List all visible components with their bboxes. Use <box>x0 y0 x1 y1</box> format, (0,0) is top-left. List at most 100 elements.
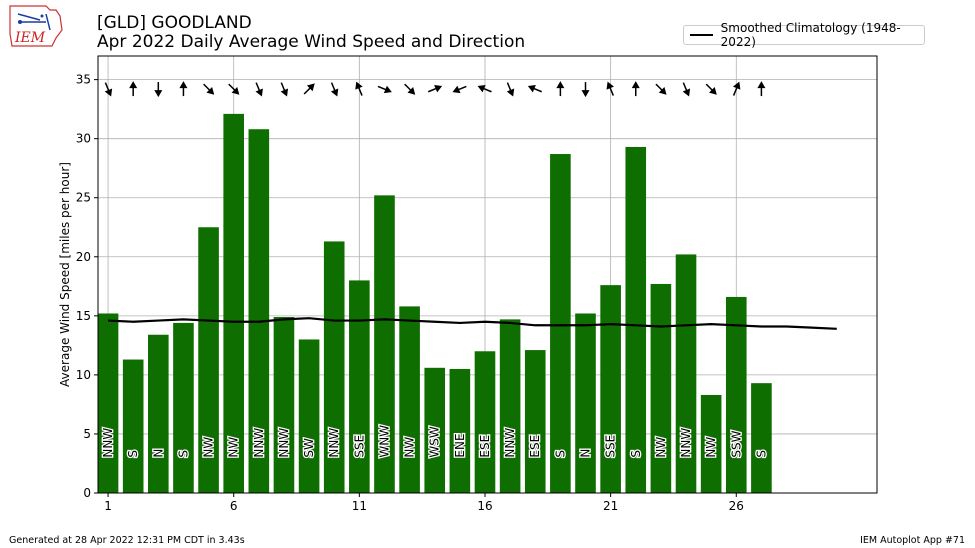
wind-arrow-head <box>355 81 363 90</box>
bar <box>198 227 219 493</box>
direction-label: NW <box>654 437 668 458</box>
wind-arrow-head <box>477 84 486 93</box>
bar <box>122 359 144 493</box>
wind-arrow-head <box>452 85 461 94</box>
logo-text: IEM <box>14 30 46 46</box>
wind-arrow-head <box>757 81 766 89</box>
wind-arrow <box>705 83 717 95</box>
direction-label: NNW <box>503 428 517 458</box>
y-axis-label: Average Wind Speed [miles per hour] <box>58 162 72 387</box>
bar <box>550 154 571 493</box>
wind-arrow-head <box>179 81 188 89</box>
wind-arrow <box>732 81 741 96</box>
bar <box>700 394 722 493</box>
legend-label: Smoothed Climatology (1948-2022) <box>720 21 901 49</box>
bar <box>273 317 295 493</box>
wind-arrow <box>303 83 315 95</box>
direction-label: NNW <box>101 428 115 458</box>
bar <box>298 339 320 493</box>
bar <box>223 113 244 493</box>
y-tick-label: 10 <box>76 368 91 382</box>
direction-label: S <box>629 450 643 458</box>
bar <box>449 368 471 493</box>
bar <box>97 313 119 493</box>
y-tick-label: 15 <box>76 309 91 323</box>
wind-arrow <box>581 82 590 98</box>
direction-label: S <box>553 450 567 458</box>
y-tick-label: 25 <box>76 191 91 205</box>
direction-label: SSW <box>729 430 743 457</box>
wind-arrow-head <box>407 86 416 95</box>
direction-label: NW <box>704 437 718 458</box>
bar <box>650 283 672 493</box>
wind-arrow-head <box>206 86 215 95</box>
plot-frame <box>97 55 878 494</box>
y-tick-label: 35 <box>76 73 91 87</box>
bar <box>575 313 596 493</box>
wind-arrow <box>355 81 363 96</box>
bar <box>148 334 169 493</box>
wind-arrow <box>527 84 542 93</box>
direction-label: S <box>176 450 190 458</box>
direction-label: NNW <box>327 428 341 458</box>
direction-label: WNW <box>377 425 391 458</box>
wind-arrow <box>682 82 691 97</box>
wind-arrow <box>280 82 289 97</box>
wind-arrow-head <box>383 85 392 94</box>
footer-generated: Generated at 28 Apr 2022 12:31 PM CDT in… <box>9 535 245 546</box>
wind-arrow-head <box>280 88 289 97</box>
wind-arrow <box>255 82 263 97</box>
direction-label: NW <box>227 437 241 458</box>
direction-label: SW <box>302 438 316 458</box>
bar <box>323 241 345 493</box>
x-tick-label: 21 <box>603 499 618 513</box>
direction-label: S <box>754 450 768 458</box>
x-tick-label: 16 <box>477 499 492 513</box>
legend: Smoothed Climatology (1948-2022) <box>683 21 925 49</box>
direction-label: ENE <box>453 433 467 457</box>
wind-arrow-head <box>606 81 614 90</box>
wind-arrow <box>104 82 113 97</box>
wind-arrow <box>377 85 392 94</box>
direction-label: WSW <box>428 426 442 457</box>
wind-arrow <box>506 82 515 97</box>
wind-arrow-head <box>527 84 536 93</box>
y-tick-label: 30 <box>76 132 91 146</box>
legend-line-swatch <box>690 34 713 36</box>
chart-subtitle: Apr 2022 Daily Average Wind Speed and Di… <box>97 32 526 52</box>
wind-arrow-head <box>306 83 315 92</box>
bar <box>399 306 420 493</box>
x-tick-label: 1 <box>104 499 112 513</box>
wind-arrow-head <box>709 86 717 95</box>
wind-arrow-head <box>330 88 339 97</box>
x-tick-label: 11 <box>352 499 367 513</box>
bar <box>751 383 772 493</box>
wind-arrow-head <box>506 88 515 97</box>
x-tick-label: 26 <box>729 499 744 513</box>
direction-label: ESE <box>478 435 492 458</box>
bar <box>600 285 621 493</box>
footer-app: IEM Autoplot App #71 <box>860 535 965 546</box>
wind-arrow-head <box>732 81 741 90</box>
climatology-line <box>107 317 837 330</box>
direction-label: N <box>579 449 593 458</box>
wind-arrow <box>655 83 667 95</box>
direction-label: NW <box>403 437 417 458</box>
wind-arrow-head <box>231 86 240 95</box>
wind-arrow <box>129 81 138 97</box>
direction-label: NNW <box>252 428 266 458</box>
wind-arrow <box>427 84 443 93</box>
bar <box>625 146 647 493</box>
direction-label: ESE <box>528 435 542 458</box>
wind-arrow <box>154 82 163 98</box>
wind-arrow <box>179 81 188 97</box>
direction-label: S <box>126 450 140 458</box>
wind-arrow <box>228 83 240 95</box>
wind-arrow-head <box>682 88 691 97</box>
wind-arrow-head <box>255 88 263 97</box>
direction-label: NW <box>202 437 216 458</box>
wind-arrow-head <box>631 81 640 89</box>
wind-arrow-head <box>658 86 667 95</box>
wind-arrow-head <box>434 84 443 93</box>
